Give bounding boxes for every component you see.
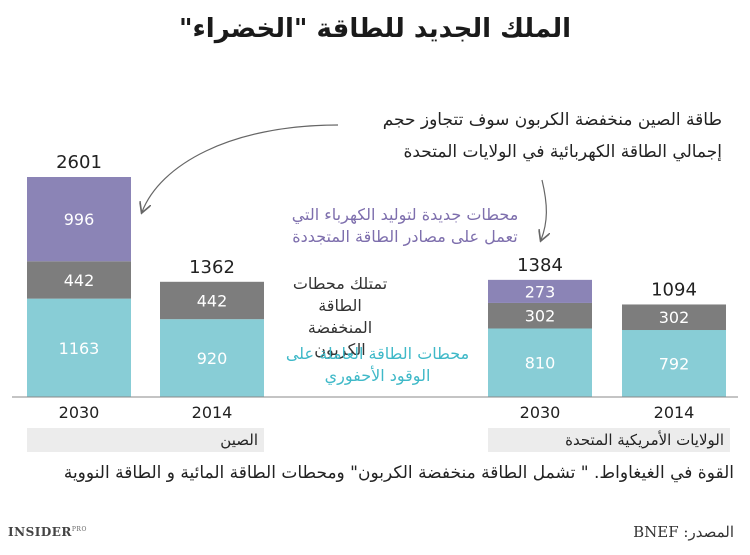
total-label-2: 1384: [517, 255, 563, 276]
value-label-fossil-0: 1163: [59, 339, 100, 358]
total-label-3: 1094: [651, 279, 697, 300]
x-tick-label-1: 2014: [192, 403, 233, 422]
annotation-line-2: إجمالي الطاقة الكهربائية في الولايات الم…: [403, 142, 722, 162]
legend-low-carbon: تمتلك محطات الطاقة المنخفضة الكربون: [280, 273, 400, 361]
x-tick-label-2: 2030: [520, 403, 561, 422]
value-label-low_carbon-2: 302: [525, 307, 556, 326]
bar-fossil-1: [160, 319, 264, 397]
bars-layer: [27, 177, 726, 397]
bar-fossil-2: [488, 328, 592, 397]
value-label-low_carbon-0: 442: [64, 271, 95, 290]
total-label-1: 1362: [189, 257, 235, 278]
arrow-to-us-2030: [541, 179, 546, 240]
legend-low-carbon-line-2: المنخفضة الكربون: [307, 318, 373, 359]
bar-fossil-0: [27, 298, 131, 397]
arrow-to-china-2030: [142, 124, 339, 212]
brand-suffix: PRO: [71, 526, 87, 533]
x-tick-label-3: 2014: [654, 403, 695, 422]
legend-fossil-line-1: محطات الطاقة العاملة على: [285, 344, 470, 363]
bar-renewable-0: [27, 177, 131, 262]
value-label-fossil-3: 792: [659, 355, 690, 374]
bar-fossil-3: [622, 330, 726, 397]
value-label-low_carbon-1: 442: [197, 291, 228, 310]
value-label-renewable-0: 996: [64, 210, 95, 229]
bar-low_carbon-0: [27, 261, 131, 299]
group-label-us: الولايات الأمريكية المتحدة: [488, 428, 730, 452]
bar-low_carbon-1: [160, 281, 264, 320]
bar-renewable-2: [488, 279, 592, 303]
brand-name: INSIDER: [8, 525, 72, 539]
total-label-0: 2601: [56, 152, 102, 173]
value-label-low_carbon-3: 302: [659, 308, 690, 327]
legend-fossil: محطات الطاقة العاملة على الوقود الأحفوري: [275, 343, 480, 387]
legend-fossil-line-2: الوقود الأحفوري: [324, 366, 431, 385]
labels-layer: 1163 442 996 2601 2030 920 442 1362 2014 810 302 27…: [56, 152, 697, 422]
legend-low-carbon-line-1: تمتلك محطات الطاقة: [292, 274, 388, 315]
bar-low_carbon-3: [622, 304, 726, 331]
x-tick-label-0: 2030: [59, 403, 100, 422]
annotation-china-surpass: طاقة الصين منخفضة الكربون سوف تتجاوز حجم…: [383, 104, 722, 168]
group-label-china: الصين: [27, 428, 264, 452]
value-label-renewable-2: 273: [525, 282, 556, 301]
source-credit: المصدر: BNEF: [633, 523, 734, 541]
chart-title: الملك الجديد للطاقة "الخضراء": [178, 14, 572, 44]
legend-renewable: محطات جديدة لتوليد الكهرباء التي تعمل عل…: [270, 204, 540, 248]
footnote: القوة في الغيغاواط. " تشمل الطاقة منخفضة…: [63, 463, 734, 483]
legend-renewable-line-2: تعمل على مصادر الطاقة المتجددة: [292, 227, 518, 246]
legend-renewable-line-1: محطات جديدة لتوليد الكهرباء التي: [291, 205, 519, 224]
value-label-fossil-1: 920: [197, 349, 228, 368]
brand-logo: INSIDERPRO: [8, 525, 87, 539]
annotation-line-1: طاقة الصين منخفضة الكربون سوف تتجاوز حجم: [382, 110, 722, 130]
value-label-fossil-2: 810: [525, 354, 556, 373]
bar-low_carbon-2: [488, 302, 592, 329]
